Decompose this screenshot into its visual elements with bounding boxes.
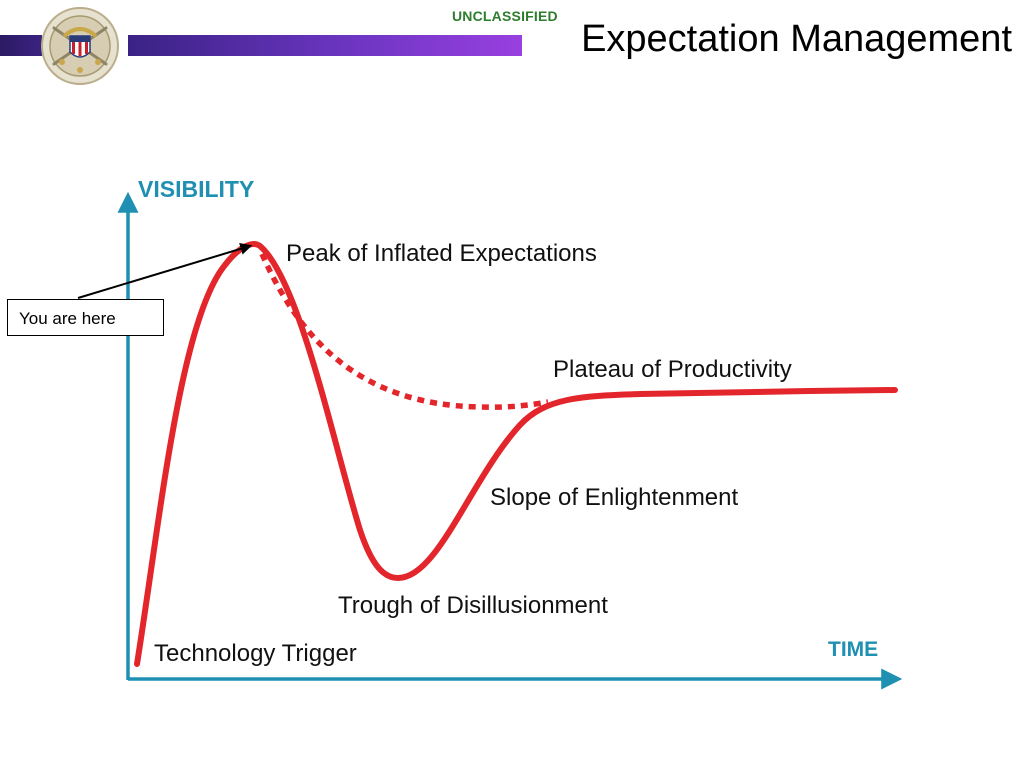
x-axis-label: TIME — [828, 638, 878, 661]
label-trigger: Technology Trigger — [154, 640, 357, 667]
header-banner-left — [0, 35, 42, 56]
header-banner-right — [128, 35, 522, 56]
label-trough: Trough of Disillusionment — [338, 592, 608, 619]
slide-title: Expectation Management — [581, 18, 1012, 60]
label-plateau: Plateau of Productivity — [553, 356, 792, 383]
callout-arrow — [77, 243, 253, 299]
y-axis-label: VISIBILITY — [138, 176, 254, 202]
hype-cycle-curve — [134, 241, 898, 667]
you-are-here-callout: You are here — [7, 299, 164, 336]
label-peak: Peak of Inflated Expectations — [286, 240, 597, 267]
joint-staff-seal-icon — [41, 7, 119, 85]
label-slope: Slope of Enlightenment — [490, 484, 739, 511]
classification-marking: UNCLASSIFIED — [452, 8, 558, 24]
